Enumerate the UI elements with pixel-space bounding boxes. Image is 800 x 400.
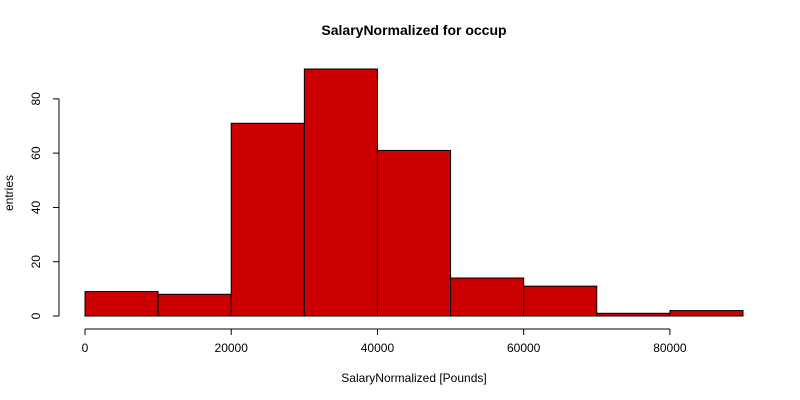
y-axis: 0 20 40 60 80 bbox=[29, 92, 60, 319]
histogram-bar bbox=[376, 149, 452, 317]
bars-group bbox=[84, 68, 744, 317]
histogram-bar bbox=[523, 285, 598, 317]
x-axis-label: SalaryNormalized [Pounds] bbox=[341, 371, 486, 385]
histogram-bar bbox=[669, 310, 744, 317]
chart-title: SalaryNormalized for occup bbox=[321, 22, 506, 38]
histogram-bar bbox=[84, 291, 159, 317]
x-tick-label: 0 bbox=[82, 341, 89, 355]
y-tick-label: 40 bbox=[29, 200, 43, 214]
x-tick-label: 80000 bbox=[653, 341, 687, 355]
histogram-bar bbox=[450, 277, 525, 317]
y-tick-label: 20 bbox=[29, 255, 43, 269]
y-tick-label: 80 bbox=[29, 92, 43, 106]
x-tick-label: 40000 bbox=[361, 341, 395, 355]
x-tick-label: 20000 bbox=[215, 341, 249, 355]
y-tick-label: 60 bbox=[29, 146, 43, 160]
y-axis-label: entries bbox=[2, 175, 16, 211]
histogram-bar bbox=[157, 293, 232, 317]
histogram-bar bbox=[596, 312, 671, 317]
histogram-bar bbox=[230, 122, 305, 317]
x-tick-label: 60000 bbox=[507, 341, 541, 355]
y-tick-label: 0 bbox=[29, 312, 43, 319]
x-axis: 0 20000 40000 60000 80000 bbox=[82, 328, 687, 355]
histogram-bar bbox=[303, 68, 378, 317]
